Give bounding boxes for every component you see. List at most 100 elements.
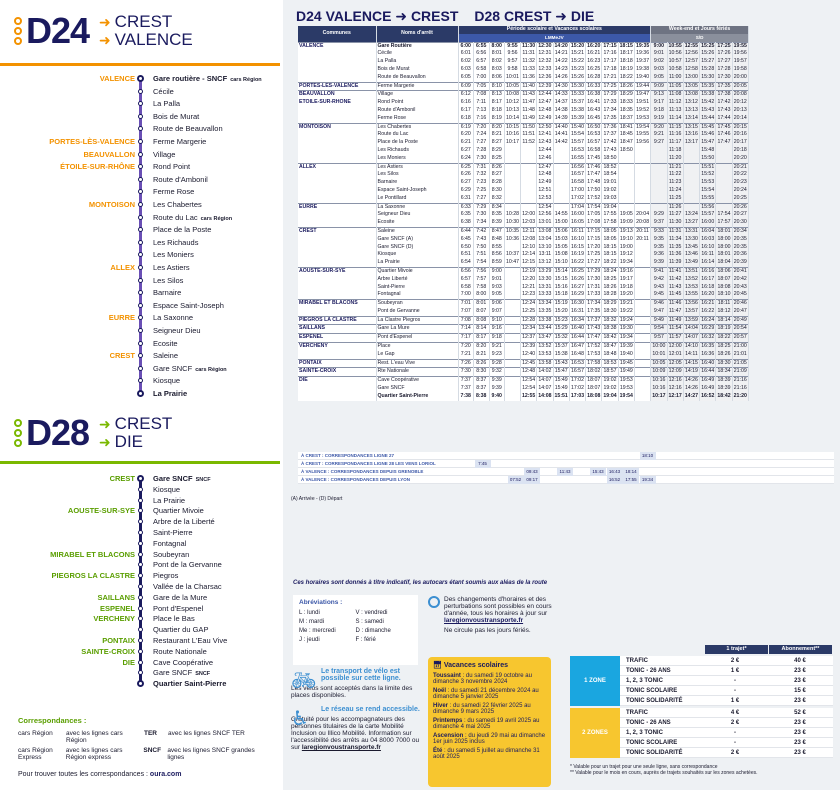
time-cell bbox=[504, 333, 521, 343]
d24-dest2: VALENCE bbox=[99, 31, 193, 49]
time-cell: 6:51 bbox=[458, 251, 474, 260]
access-heading: Le réseau se rend accessible. bbox=[321, 706, 420, 713]
time-cell: 12:53 bbox=[536, 194, 554, 204]
stop-row: Quartier du GAP bbox=[0, 624, 280, 635]
stop-name-text: Place le Bas bbox=[153, 614, 195, 624]
time-cell: 10:12 bbox=[504, 99, 521, 107]
time-cell: 19:40 bbox=[634, 73, 652, 83]
time-cell: 17:48 bbox=[585, 179, 603, 187]
region-link[interactable]: laregionvoustransporte.fr bbox=[444, 617, 524, 624]
row-stop: Cécile bbox=[376, 50, 459, 59]
time-cell-weekend: 19:57 bbox=[732, 58, 749, 66]
timetable-row: Les Richauds 6:27 7:28 8:29 12:44 16:53 16:58 1… bbox=[298, 146, 749, 155]
time-cell-weekend: 20:25 bbox=[732, 194, 749, 204]
time-cell-weekend: 16:00 bbox=[699, 219, 717, 228]
holiday-dates: du samedi 19 octobre au dimanche 3 novem… bbox=[433, 673, 532, 685]
time-cell: 7:54 bbox=[473, 259, 490, 268]
time-cell: 11:36 bbox=[520, 73, 538, 83]
commune-name: MIRABEL ET BLACONS bbox=[50, 549, 135, 559]
time-cell: 7:32 bbox=[473, 171, 490, 180]
oura-link[interactable]: oura.com bbox=[149, 771, 182, 778]
time-cell: 18:33 bbox=[618, 99, 635, 107]
holiday-dates: du samedi 5 juillet au dimanche 31 août … bbox=[433, 748, 540, 760]
time-cell-weekend bbox=[715, 179, 733, 187]
time-cell: 16:43 bbox=[585, 106, 603, 115]
timetable-row: Place de la Poste 6:21 7:27 8:27 10:17 11:52 1… bbox=[298, 139, 749, 147]
timetable-row: ÉTOILE-SUR-RHÔNE Rond Point 6:16 7:11 8:17 10… bbox=[298, 99, 749, 107]
time-cell-weekend: 10:57 bbox=[667, 58, 684, 66]
fare-name: TONIC - 26 ANS bbox=[626, 720, 671, 726]
time-cell: 19:00 bbox=[618, 243, 635, 252]
stop-dot bbox=[138, 584, 143, 589]
time-cell-weekend: 17:27 bbox=[715, 58, 733, 66]
d28-header: D28 CREST DIE bbox=[14, 408, 172, 458]
time-cell: 8:08 bbox=[473, 315, 490, 325]
time-cell-weekend: 20:45 bbox=[732, 291, 749, 300]
time-cell: 15:32 bbox=[553, 333, 570, 343]
time-cell-weekend: 17:35 bbox=[715, 81, 733, 91]
time-cell: 8:01 bbox=[489, 50, 505, 59]
time-cell-weekend bbox=[715, 162, 733, 172]
time-cell-weekend: 12:16 bbox=[667, 385, 684, 393]
corr-desc: avec les lignes cars Région bbox=[66, 730, 123, 744]
timetable-row: DIE Cave Coopérative 7:37 8:37 9:39 12:54 14:0… bbox=[298, 376, 749, 386]
time-cell-weekend: 11:13 bbox=[667, 106, 684, 115]
row-commune: CREST bbox=[298, 226, 377, 236]
stop-name: Cécile bbox=[153, 86, 174, 97]
stop-dot bbox=[138, 139, 143, 144]
time-cell-weekend: 17:57 bbox=[715, 219, 733, 228]
time-cell: 13:47 bbox=[536, 333, 554, 343]
access-link[interactable]: laregionvoustransporte.fr bbox=[301, 744, 381, 751]
fare-row: TONIC SOLIDARITÉ 1 € 23 € bbox=[620, 696, 833, 706]
stop-row: La Prairie bbox=[0, 388, 280, 399]
time-cell: 7:37 bbox=[458, 385, 474, 393]
time-cell: 12:44 bbox=[536, 146, 554, 155]
timetable-row: Les Silos 6:26 7:32 8:27 12:48 16:57 17:47 18:5… bbox=[298, 171, 749, 180]
time-cell bbox=[553, 171, 570, 180]
stop-name: Route du Lac cars Région bbox=[153, 212, 232, 225]
time-cell: 17:46 bbox=[585, 162, 603, 172]
correspondence-row: À VALENCE : CORRESPONDANCES DEPUIS LYON 0… bbox=[298, 476, 834, 484]
time-cell: 19:24 bbox=[618, 315, 635, 325]
time-cell-weekend: 14:11 bbox=[683, 350, 701, 360]
time-cell: 16:21 bbox=[585, 50, 603, 59]
time-cell: 6:24 bbox=[458, 154, 474, 164]
time-cell-weekend: 9:01 bbox=[650, 50, 668, 59]
time-cell-weekend: 9:43 bbox=[650, 283, 668, 292]
time-cell-weekend: 20:30 bbox=[732, 219, 749, 228]
time-cell-weekend: 21:00 bbox=[732, 342, 749, 351]
time-cell: 19:53 bbox=[618, 385, 635, 393]
time-cell-weekend: 9:03 bbox=[650, 65, 668, 74]
time-cell: 18:50 bbox=[601, 154, 619, 164]
time-cell-weekend: 10:00 bbox=[650, 342, 668, 351]
time-cell: 7:14 bbox=[458, 324, 474, 334]
correspondence-label: À VALENCE : CORRESPONDANCES DEPUIS GRENO… bbox=[301, 469, 424, 474]
time-cell: 9:57 bbox=[504, 58, 521, 66]
time-cell bbox=[520, 194, 538, 204]
no-holiday-text: Ne circule pas les jours fériés. bbox=[444, 627, 531, 634]
time-cell-weekend: 18:34 bbox=[715, 367, 733, 377]
time-cell-weekend: 11:26 bbox=[667, 202, 684, 212]
time-cell: 10:35 bbox=[504, 226, 521, 236]
time-cell: 9:07 bbox=[489, 307, 505, 317]
timetable-row: La Palla 6:02 6:57 8:02 9:57 11:32 12:32 14:22 1… bbox=[298, 58, 749, 66]
holiday-dates: du jeudi 29 mai au dimanche 1er juin 202… bbox=[433, 733, 546, 745]
commune-name: PIEGROS LA CLASTRE bbox=[51, 571, 135, 581]
timetable-row: MIRABEL ET BLACONS Soubeyran 7:01 8:01 9:06 1… bbox=[298, 299, 749, 308]
time-cell: 14:07 bbox=[536, 385, 554, 393]
time-cell-weekend: 17:26 bbox=[715, 50, 733, 59]
time-cell-weekend: 13:59 bbox=[683, 315, 701, 325]
time-cell: 17:54 bbox=[585, 202, 603, 212]
stop-name: Les Silos bbox=[153, 275, 183, 286]
row-stop: La Clastre Piegros bbox=[376, 315, 459, 325]
abbreviation-item: L : lundi bbox=[299, 610, 320, 616]
time-cell: 12:21 bbox=[520, 283, 538, 292]
time-cell: 8:29 bbox=[489, 146, 505, 155]
fare-row: TONIC - 26 ANS 2 € 23 € bbox=[620, 718, 833, 728]
timetable-row: Fontagnal 7:00 8:00 9:05 12:23 13:33 15:18 16:2… bbox=[298, 291, 749, 300]
time-cell: 10:08 bbox=[504, 90, 521, 100]
time-cell: 6:09 bbox=[458, 81, 474, 91]
time-cell-weekend: 10:16 bbox=[650, 385, 668, 393]
time-cell-weekend: 11:39 bbox=[667, 259, 684, 268]
time-cell-weekend: 14:10 bbox=[683, 342, 701, 351]
